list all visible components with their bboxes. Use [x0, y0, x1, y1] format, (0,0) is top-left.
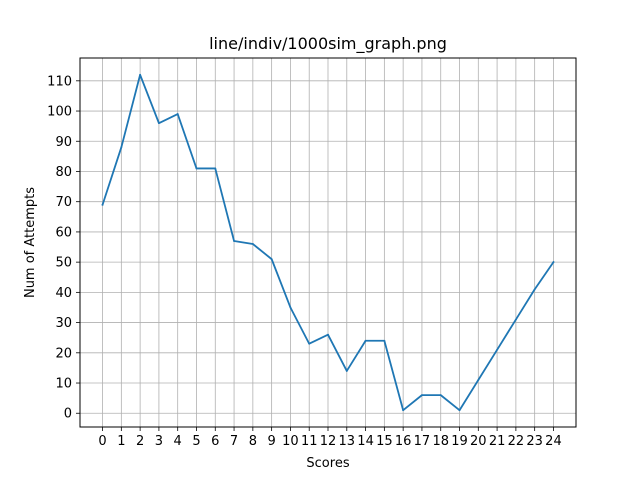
x-tick-label: 23	[526, 434, 543, 449]
x-tick-label: 0	[98, 434, 106, 449]
data-point	[176, 113, 179, 115]
y-tick-label: 10	[55, 377, 72, 392]
x-tick-label: 17	[414, 434, 431, 449]
data-point	[364, 339, 367, 342]
data-point	[139, 73, 142, 76]
x-axis-ticks: 0 1 2 3 4 5 6 7 8 9 10 11 12 13 14 15 16 17 18 19 20 21 22 23 24	[98, 427, 562, 449]
data-point	[289, 306, 292, 309]
series-layer	[101, 73, 555, 412]
x-tick-label: 7	[230, 434, 238, 449]
x-tick-label: 3	[155, 434, 163, 449]
x-tick-label: 21	[489, 434, 506, 449]
y-tick-label: 80	[55, 165, 72, 180]
data-point	[402, 409, 405, 412]
y-tick-label: 20	[55, 346, 72, 361]
data-point	[327, 333, 329, 336]
data-point	[233, 240, 235, 242]
data-point	[345, 370, 348, 372]
x-tick-label: 18	[432, 434, 449, 449]
y-axis-ticks: 0 10 20 30 40 50 60 70 80 90 100 110	[47, 74, 80, 422]
data-point	[421, 394, 423, 397]
data-point	[514, 318, 517, 321]
data-point	[158, 122, 160, 125]
data-point	[270, 258, 273, 261]
x-tick-label: 19	[451, 434, 468, 449]
data-point	[101, 203, 104, 206]
y-tick-label: 0	[64, 407, 72, 422]
y-axis-label: Num of Attempts	[23, 187, 38, 298]
x-tick-label: 1	[117, 434, 125, 449]
x-axis-label: Scores	[306, 456, 349, 471]
y-tick-label: 100	[47, 105, 72, 120]
data-point	[214, 167, 217, 170]
x-tick-label: 13	[339, 434, 356, 449]
x-tick-label: 2	[136, 434, 144, 449]
data-point	[251, 243, 254, 245]
y-tick-label: 40	[55, 286, 72, 301]
y-tick-label: 70	[55, 195, 72, 210]
x-tick-label: 24	[545, 434, 562, 449]
data-point	[477, 379, 480, 381]
chart-title: line/indiv/1000sim_graph.png	[209, 34, 447, 54]
x-tick-label: 16	[395, 434, 412, 449]
x-tick-label: 10	[282, 434, 299, 449]
x-tick-label: 15	[376, 434, 393, 449]
y-tick-label: 30	[55, 316, 72, 331]
x-tick-label: 14	[357, 434, 374, 449]
grid	[80, 58, 576, 427]
data-point	[496, 348, 498, 351]
x-tick-label: 12	[320, 434, 337, 449]
data-point	[439, 394, 442, 397]
x-tick-label: 5	[192, 434, 200, 449]
x-tick-label: 9	[267, 434, 275, 449]
x-tick-label: 8	[249, 434, 257, 449]
data-point	[195, 167, 198, 170]
data-point	[383, 339, 386, 342]
data-point	[533, 288, 536, 291]
y-tick-label: 50	[55, 256, 72, 271]
data-point	[120, 146, 123, 149]
y-tick-label: 90	[55, 135, 72, 150]
x-tick-label: 6	[211, 434, 219, 449]
data-point	[308, 342, 311, 345]
data-point	[458, 409, 461, 412]
data-point	[552, 261, 555, 264]
x-tick-label: 11	[301, 434, 318, 449]
x-tick-label: 22	[508, 434, 525, 449]
x-tick-label: 4	[174, 434, 182, 449]
x-tick-label: 20	[470, 434, 487, 449]
y-tick-label: 60	[55, 225, 72, 240]
y-tick-label: 110	[47, 74, 72, 89]
